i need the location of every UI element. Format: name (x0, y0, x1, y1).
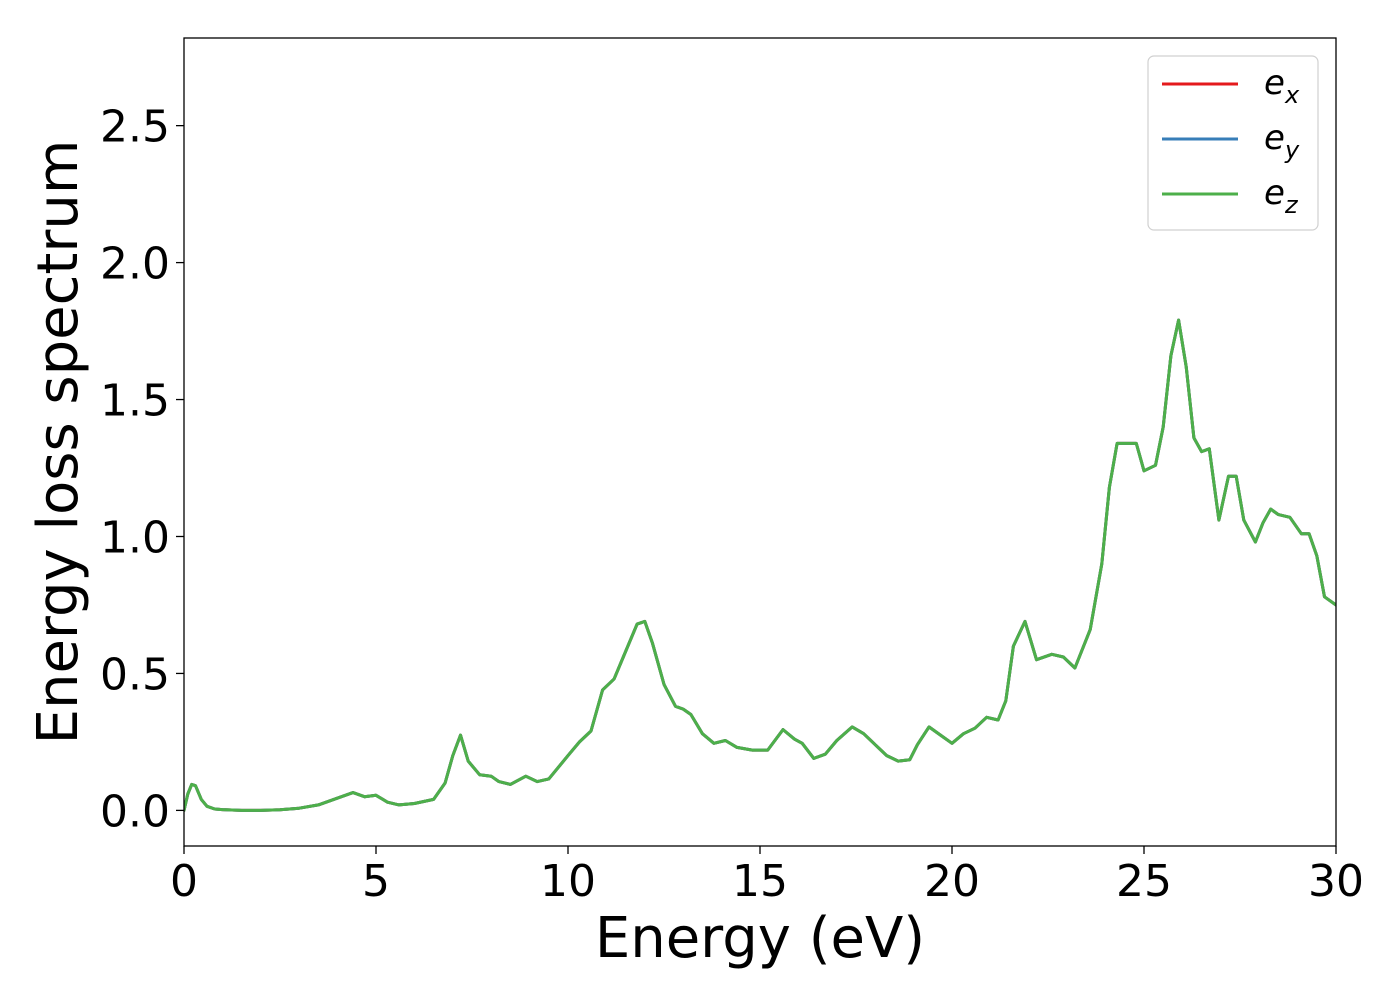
series-line-y (184, 318, 1336, 812)
legend-label-subscript: y (1284, 136, 1300, 164)
series-line-z (184, 318, 1336, 812)
legend-label: e (1264, 118, 1285, 158)
x-tick-label: 10 (540, 856, 596, 907)
y-tick-label: 2.0 (100, 239, 170, 290)
legend-label-subscript: x (1284, 81, 1300, 109)
x-tick-label: 30 (1308, 856, 1364, 907)
x-axis-ticks: 0 5 10 15 20 25 30 (170, 846, 1364, 907)
x-tick-label: 15 (732, 856, 788, 907)
legend-box (1147, 55, 1319, 231)
series-layer (184, 318, 1336, 812)
legend-label: e (1264, 63, 1285, 103)
y-tick-label: 1.0 (100, 512, 170, 563)
x-tick-label: 20 (924, 856, 980, 907)
legend-label-subscript: z (1284, 191, 1299, 219)
series-line-x (184, 318, 1336, 812)
y-tick-label: 1.5 (100, 376, 170, 427)
x-axis-label: Energy (eV) (595, 906, 925, 971)
legend: e xe ye z (1147, 55, 1319, 231)
y-tick-label: 2.5 (100, 102, 170, 153)
x-tick-label: 25 (1116, 856, 1172, 907)
y-axis-ticks: 0.0 0.5 1.0 1.5 2.0 2.5 (100, 102, 184, 837)
legend-label: e (1264, 173, 1285, 213)
y-tick-label: 0.0 (100, 786, 170, 837)
y-axis-label: Energy loss spectrum (26, 140, 91, 745)
x-tick-label: 5 (362, 856, 390, 907)
y-tick-label: 0.5 (100, 649, 170, 700)
x-tick-label: 0 (170, 856, 198, 907)
